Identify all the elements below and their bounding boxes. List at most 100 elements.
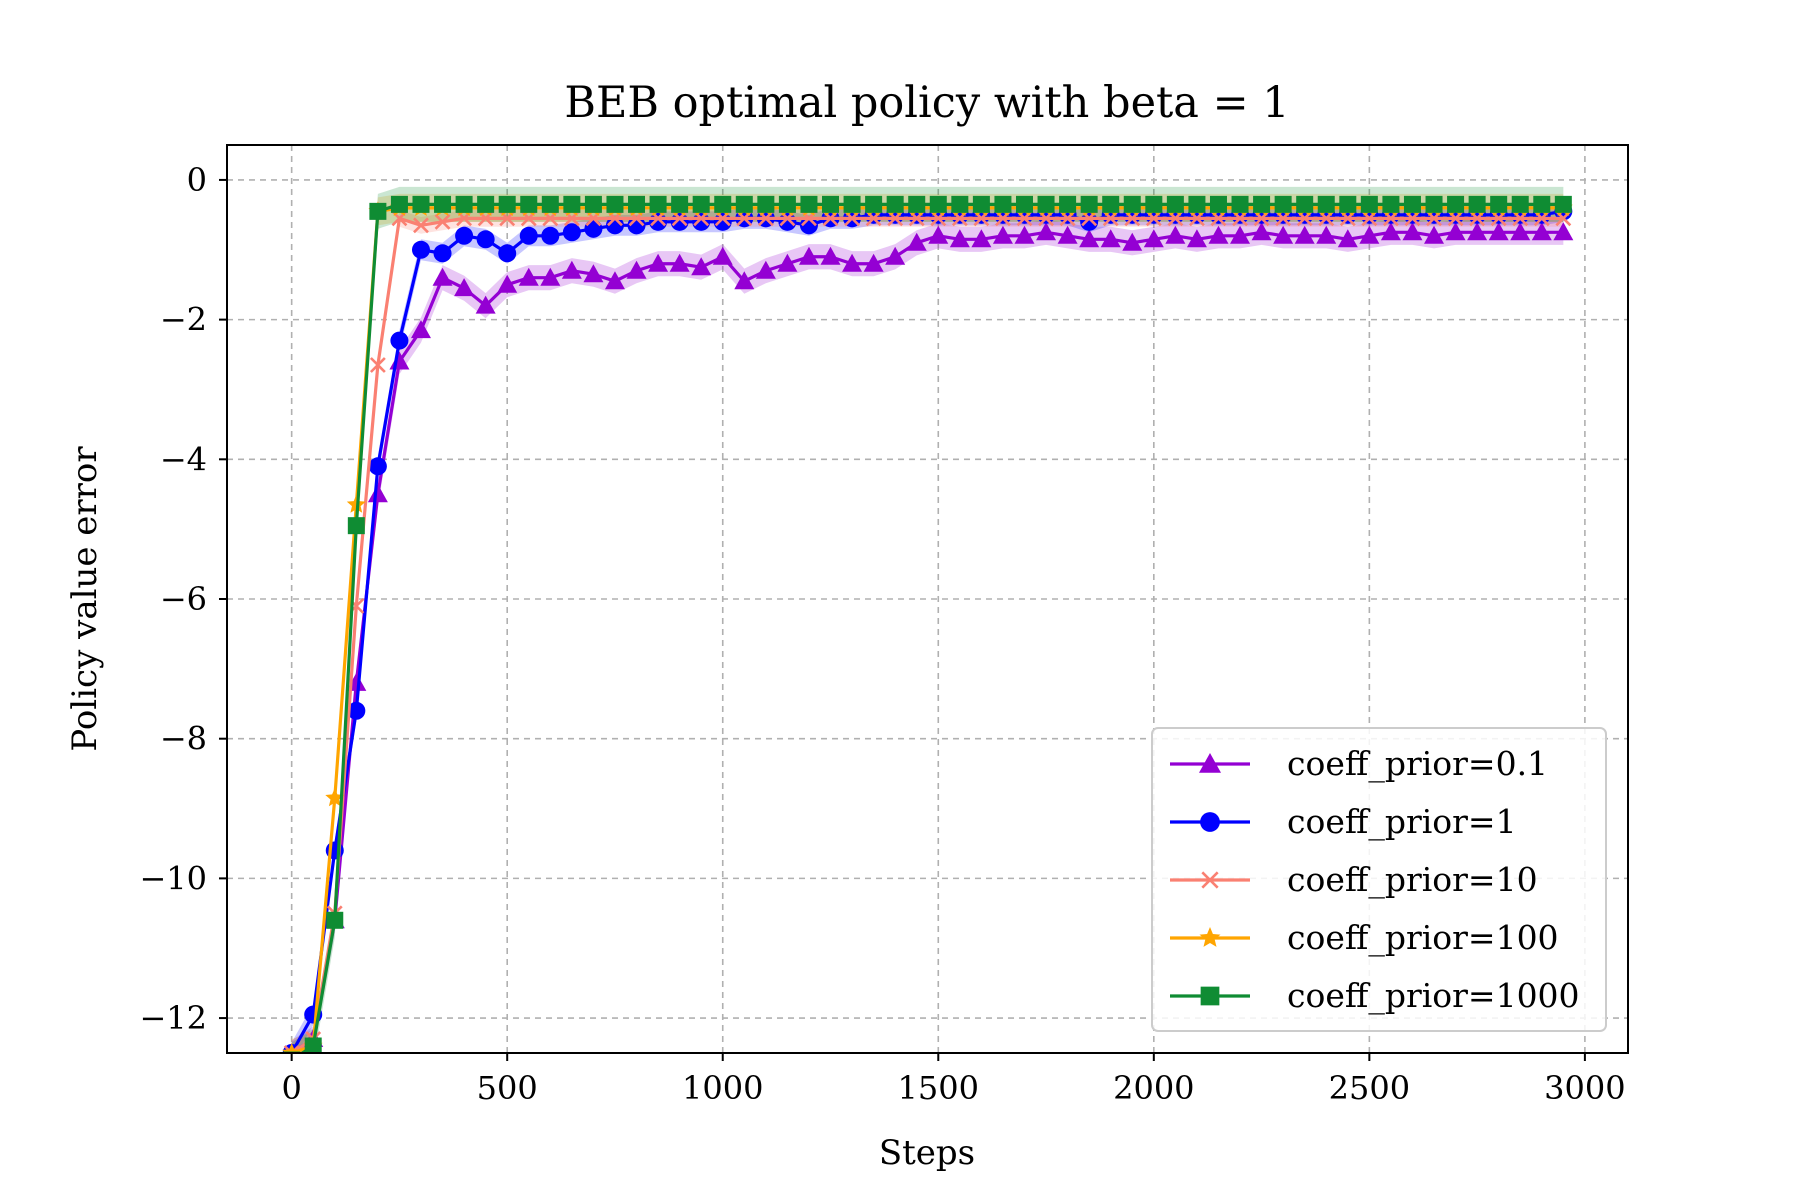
data-point [1037,195,1055,213]
data-point [1188,195,1206,213]
data-point [1015,195,1033,213]
data-point [605,216,624,235]
data-point [326,911,344,929]
data-point [455,195,473,213]
data-point [390,195,408,213]
data-point [1531,222,1552,241]
y-tick-label: −10 [139,859,207,897]
data-point [929,195,947,213]
legend: coeff_prior=0.1 coeff_prior=1 coeff_prior=… [1151,727,1607,1032]
legend-box [1151,727,1607,1032]
x-tick-label: 0 [281,1069,301,1107]
data-point [757,195,775,213]
data-point [583,264,604,283]
data-point [347,701,366,720]
data-point [282,1043,302,1053]
data-point [908,195,926,213]
data-point [606,195,624,213]
data-point [540,267,561,286]
x-tick-label: 3000 [1544,1069,1625,1107]
data-point [1380,222,1401,241]
data-point [325,788,345,807]
data-point [1079,229,1100,248]
data-point [304,1037,322,1053]
data-point [1382,195,1400,213]
x-tick-label: 1000 [682,1069,763,1107]
data-point [863,253,884,272]
y-tick-label: −12 [139,999,207,1037]
data-point [1100,229,1121,248]
data-point [885,246,906,265]
series-group [286,222,1574,1053]
data-point [477,195,495,213]
data-point [1057,225,1078,244]
data-point [1360,195,1378,213]
data-point [713,212,732,231]
data-point [627,216,646,235]
data-point [584,195,602,213]
data-point [476,230,495,249]
data-point [777,253,798,272]
data-point [778,212,797,231]
data-point [390,331,409,350]
data-point [822,195,840,213]
x-tick-label: 2500 [1329,1069,1410,1107]
data-point [455,226,474,245]
data-point [1143,229,1164,248]
data-point [949,229,970,248]
y-tick-label: −4 [160,440,207,478]
legend-label: coeff_prior=1 [1287,802,1517,842]
data-point [1445,222,1466,241]
data-point [928,225,949,244]
y-tick-label: −8 [160,720,207,758]
data-point [498,244,517,263]
data-point [1251,222,1272,241]
legend-label: coeff_prior=100 [1287,918,1559,958]
data-point [1359,225,1380,244]
data-point [1186,229,1207,248]
data-point [798,246,819,265]
data-point [1511,195,1529,213]
data-point [820,246,841,265]
data-point [734,271,755,290]
data-point [648,253,669,272]
data-point [498,195,516,213]
data-point [778,195,796,213]
data-point [1014,225,1035,244]
data-point [497,274,518,293]
data-point [411,240,430,259]
data-point [670,212,689,231]
data-point [691,257,712,276]
data-point [367,484,388,503]
data-point [1274,195,1292,213]
data-point [712,246,733,265]
series-lines [282,195,1574,1053]
data-point [454,278,475,297]
y-tick-label: 0 [187,161,207,199]
data-point [1488,222,1509,241]
legend-label: coeff_prior=10 [1287,860,1538,900]
legend-label: coeff_prior=1000 [1287,976,1580,1016]
data-point [972,195,990,213]
legend-label: coeff_prior=0.1 [1287,744,1548,784]
data-point [1339,195,1357,213]
legend-marker [1200,812,1220,832]
data-point [432,267,453,286]
data-point [563,195,581,213]
data-point [1337,229,1358,248]
data-point [1165,225,1186,244]
data-point [886,195,904,213]
axis-ticks: 0 500 1000 1500 2000 2500 3000 0 −2 −4 −6 −8 −10 −12 [139,161,1625,1107]
data-point [1166,195,1184,213]
data-point [410,320,431,339]
data-point [369,357,386,373]
data-point [626,260,647,279]
data-point [433,244,452,263]
data-point [434,195,452,213]
x-tick-label: 500 [477,1069,538,1107]
data-point [1317,195,1335,213]
data-point [951,195,969,213]
series-line [290,216,1564,1053]
data-point [369,202,387,220]
